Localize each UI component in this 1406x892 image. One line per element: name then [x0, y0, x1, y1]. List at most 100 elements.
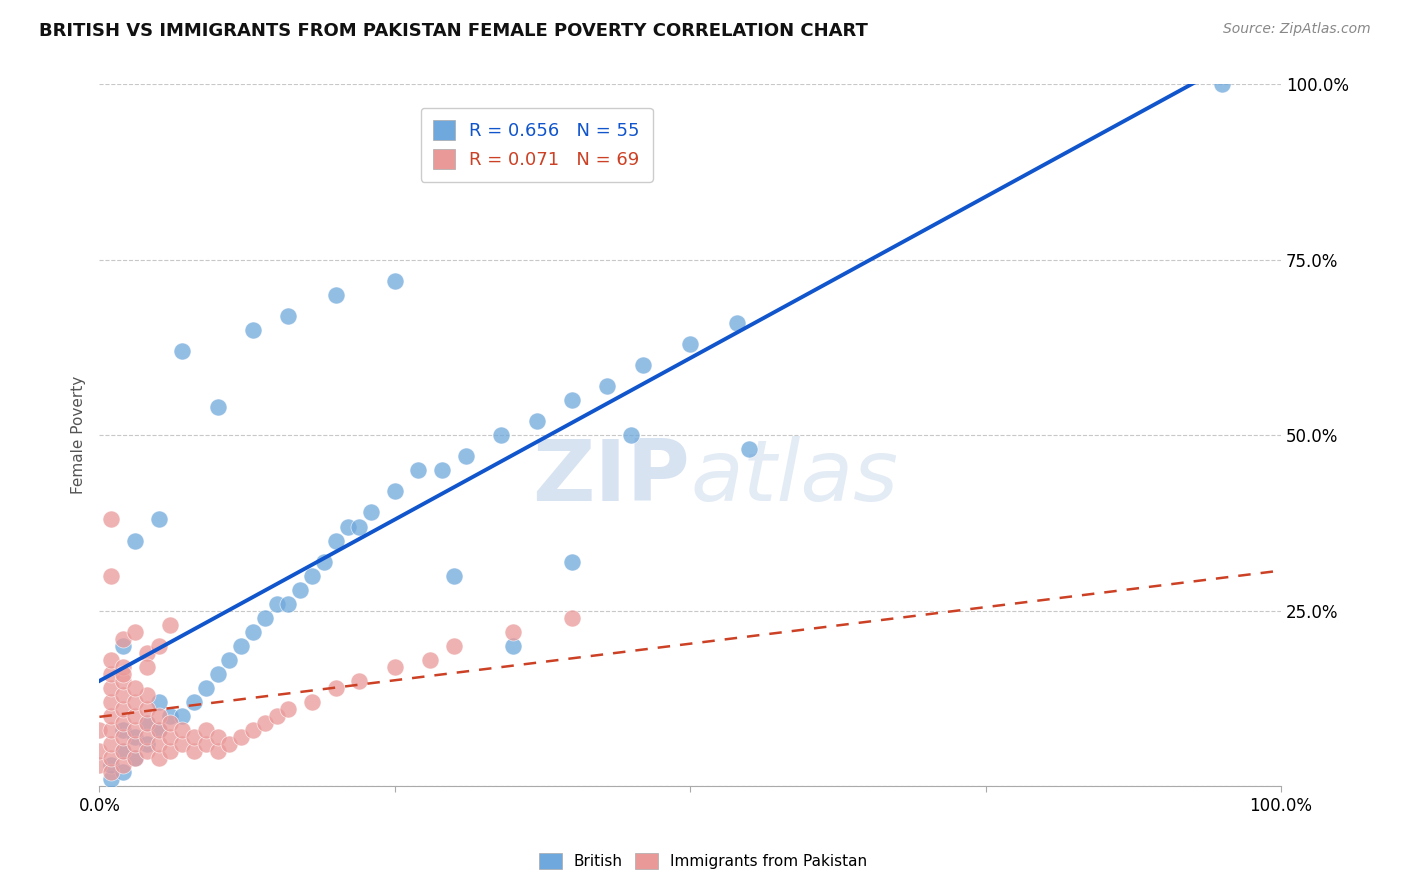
Point — [135, 660, 157, 674]
Point — [112, 765, 135, 780]
Point — [561, 611, 583, 625]
Point — [253, 716, 276, 731]
Point — [148, 695, 170, 709]
Point — [135, 744, 157, 758]
Point — [124, 695, 146, 709]
Point — [183, 695, 205, 709]
Point — [159, 617, 181, 632]
Text: BRITISH VS IMMIGRANTS FROM PAKISTAN FEMALE POVERTY CORRELATION CHART: BRITISH VS IMMIGRANTS FROM PAKISTAN FEMA… — [39, 22, 869, 40]
Point — [148, 709, 170, 723]
Point — [242, 723, 264, 737]
Point — [325, 288, 347, 302]
Point — [135, 737, 157, 751]
Point — [312, 555, 335, 569]
Point — [277, 702, 299, 716]
Point — [100, 723, 122, 737]
Point — [207, 744, 229, 758]
Point — [443, 639, 465, 653]
Point — [596, 379, 619, 393]
Point — [89, 758, 111, 772]
Point — [124, 730, 146, 744]
Point — [112, 673, 135, 688]
Point — [124, 709, 146, 723]
Point — [112, 639, 135, 653]
Point — [100, 568, 122, 582]
Point — [112, 702, 135, 716]
Text: Source: ZipAtlas.com: Source: ZipAtlas.com — [1223, 22, 1371, 37]
Point — [100, 512, 122, 526]
Point — [360, 506, 382, 520]
Point — [135, 716, 157, 731]
Point — [148, 512, 170, 526]
Point — [100, 758, 122, 772]
Point — [112, 666, 135, 681]
Point — [561, 555, 583, 569]
Point — [207, 401, 229, 415]
Point — [231, 730, 253, 744]
Point — [207, 666, 229, 681]
Y-axis label: Female Poverty: Female Poverty — [72, 376, 86, 494]
Point — [419, 653, 441, 667]
Point — [112, 744, 135, 758]
Point — [277, 309, 299, 323]
Point — [148, 723, 170, 737]
Point — [207, 730, 229, 744]
Point — [159, 709, 181, 723]
Text: atlas: atlas — [690, 436, 898, 519]
Point — [172, 344, 194, 359]
Point — [336, 519, 359, 533]
Point — [231, 639, 253, 653]
Point — [124, 723, 146, 737]
Point — [620, 428, 643, 442]
Point — [277, 597, 299, 611]
Point — [526, 414, 548, 428]
Point — [100, 653, 122, 667]
Point — [454, 450, 477, 464]
Point — [242, 624, 264, 639]
Point — [408, 463, 430, 477]
Point — [172, 723, 194, 737]
Point — [290, 582, 312, 597]
Point — [384, 274, 406, 288]
Point — [124, 751, 146, 765]
Point — [194, 737, 217, 751]
Point — [112, 632, 135, 646]
Point — [325, 681, 347, 695]
Point — [100, 666, 122, 681]
Point — [194, 723, 217, 737]
Point — [112, 723, 135, 737]
Point — [89, 744, 111, 758]
Point — [100, 695, 122, 709]
Point — [124, 624, 146, 639]
Point — [489, 428, 512, 442]
Point — [266, 709, 288, 723]
Point — [124, 737, 146, 751]
Point — [738, 442, 761, 457]
Point — [112, 744, 135, 758]
Point — [100, 765, 122, 780]
Point — [135, 646, 157, 660]
Point — [172, 709, 194, 723]
Point — [148, 639, 170, 653]
Point — [159, 730, 181, 744]
Point — [242, 323, 264, 337]
Point — [183, 730, 205, 744]
Point — [443, 568, 465, 582]
Point — [384, 660, 406, 674]
Point — [194, 681, 217, 695]
Point — [218, 737, 240, 751]
Point — [148, 737, 170, 751]
Point — [135, 702, 157, 716]
Point — [502, 624, 524, 639]
Point — [502, 639, 524, 653]
Point — [253, 611, 276, 625]
Point — [112, 688, 135, 702]
Point — [124, 681, 146, 695]
Point — [1211, 78, 1233, 92]
Point — [430, 463, 453, 477]
Text: ZIP: ZIP — [533, 436, 690, 519]
Point — [148, 751, 170, 765]
Point — [112, 660, 135, 674]
Point — [159, 744, 181, 758]
Point — [124, 751, 146, 765]
